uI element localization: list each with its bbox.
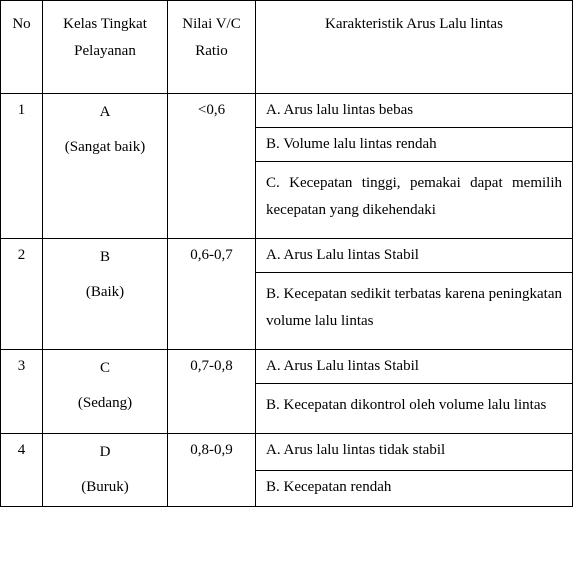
kelas-main: D <box>47 442 163 463</box>
header-kelas: Kelas Tingkat Pelayanan <box>43 1 168 94</box>
kelas-sub: (Sangat baik) <box>65 139 145 155</box>
kelas-main: A <box>47 102 163 123</box>
cell-characteristic: B. Volume lalu lintas rendah <box>256 128 573 162</box>
cell-no: 2 <box>1 239 43 350</box>
table-body: 1 A (Sangat baik) <0,6 A. Arus lalu lint… <box>1 94 573 507</box>
cell-kelas: D (Buruk) <box>43 434 168 507</box>
cell-characteristic: A. Arus Lalu lintas Stabil <box>256 350 573 384</box>
header-nilai-line1: Nilai V/C <box>182 16 240 32</box>
header-nilai: Nilai V/C Ratio <box>168 1 256 94</box>
header-kelas-line1: Kelas Tingkat <box>63 16 147 32</box>
cell-characteristic: B. Kecepatan dikontrol oleh volume lalu … <box>256 384 573 434</box>
kelas-sub: (Baik) <box>86 284 124 300</box>
cell-no: 4 <box>1 434 43 507</box>
cell-kelas: C (Sedang) <box>43 350 168 434</box>
cell-characteristic: A. Arus lalu lintas bebas <box>256 94 573 128</box>
table-header-row: No Kelas Tingkat Pelayanan Nilai V/C Rat… <box>1 1 573 94</box>
kelas-sub: (Buruk) <box>81 479 129 495</box>
table-row: 2 B (Baik) 0,6-0,7 A. Arus Lalu lintas S… <box>1 239 573 273</box>
cell-nilai: 0,6-0,7 <box>168 239 256 350</box>
cell-characteristic: A. Arus lalu lintas tidak stabil <box>256 434 573 471</box>
cell-nilai: 0,7-0,8 <box>168 350 256 434</box>
cell-characteristic: A. Arus Lalu lintas Stabil <box>256 239 573 273</box>
cell-kelas: A (Sangat baik) <box>43 94 168 239</box>
kelas-main: B <box>47 247 163 268</box>
header-kelas-line2: Pelayanan <box>74 43 136 59</box>
cell-characteristic: B. Kecepatan rendah <box>256 470 573 507</box>
cell-characteristic: C. Kecepatan tinggi, pemakai dapat memil… <box>256 162 573 239</box>
header-karakteristik: Karakteristik Arus Lalu lintas <box>256 1 573 94</box>
cell-no: 3 <box>1 350 43 434</box>
header-no: No <box>1 1 43 94</box>
cell-nilai: 0,8-0,9 <box>168 434 256 507</box>
kelas-sub: (Sedang) <box>78 395 132 411</box>
table-row: 4 D (Buruk) 0,8-0,9 A. Arus lalu lintas … <box>1 434 573 471</box>
table-row: 3 C (Sedang) 0,7-0,8 A. Arus Lalu lintas… <box>1 350 573 384</box>
service-level-table: No Kelas Tingkat Pelayanan Nilai V/C Rat… <box>0 0 573 507</box>
cell-no: 1 <box>1 94 43 239</box>
cell-characteristic: B. Kecepatan sedikit terbatas karena pen… <box>256 273 573 350</box>
kelas-main: C <box>47 358 163 379</box>
table-row: 1 A (Sangat baik) <0,6 A. Arus lalu lint… <box>1 94 573 128</box>
header-nilai-line2: Ratio <box>195 43 228 59</box>
cell-kelas: B (Baik) <box>43 239 168 350</box>
cell-nilai: <0,6 <box>168 94 256 239</box>
